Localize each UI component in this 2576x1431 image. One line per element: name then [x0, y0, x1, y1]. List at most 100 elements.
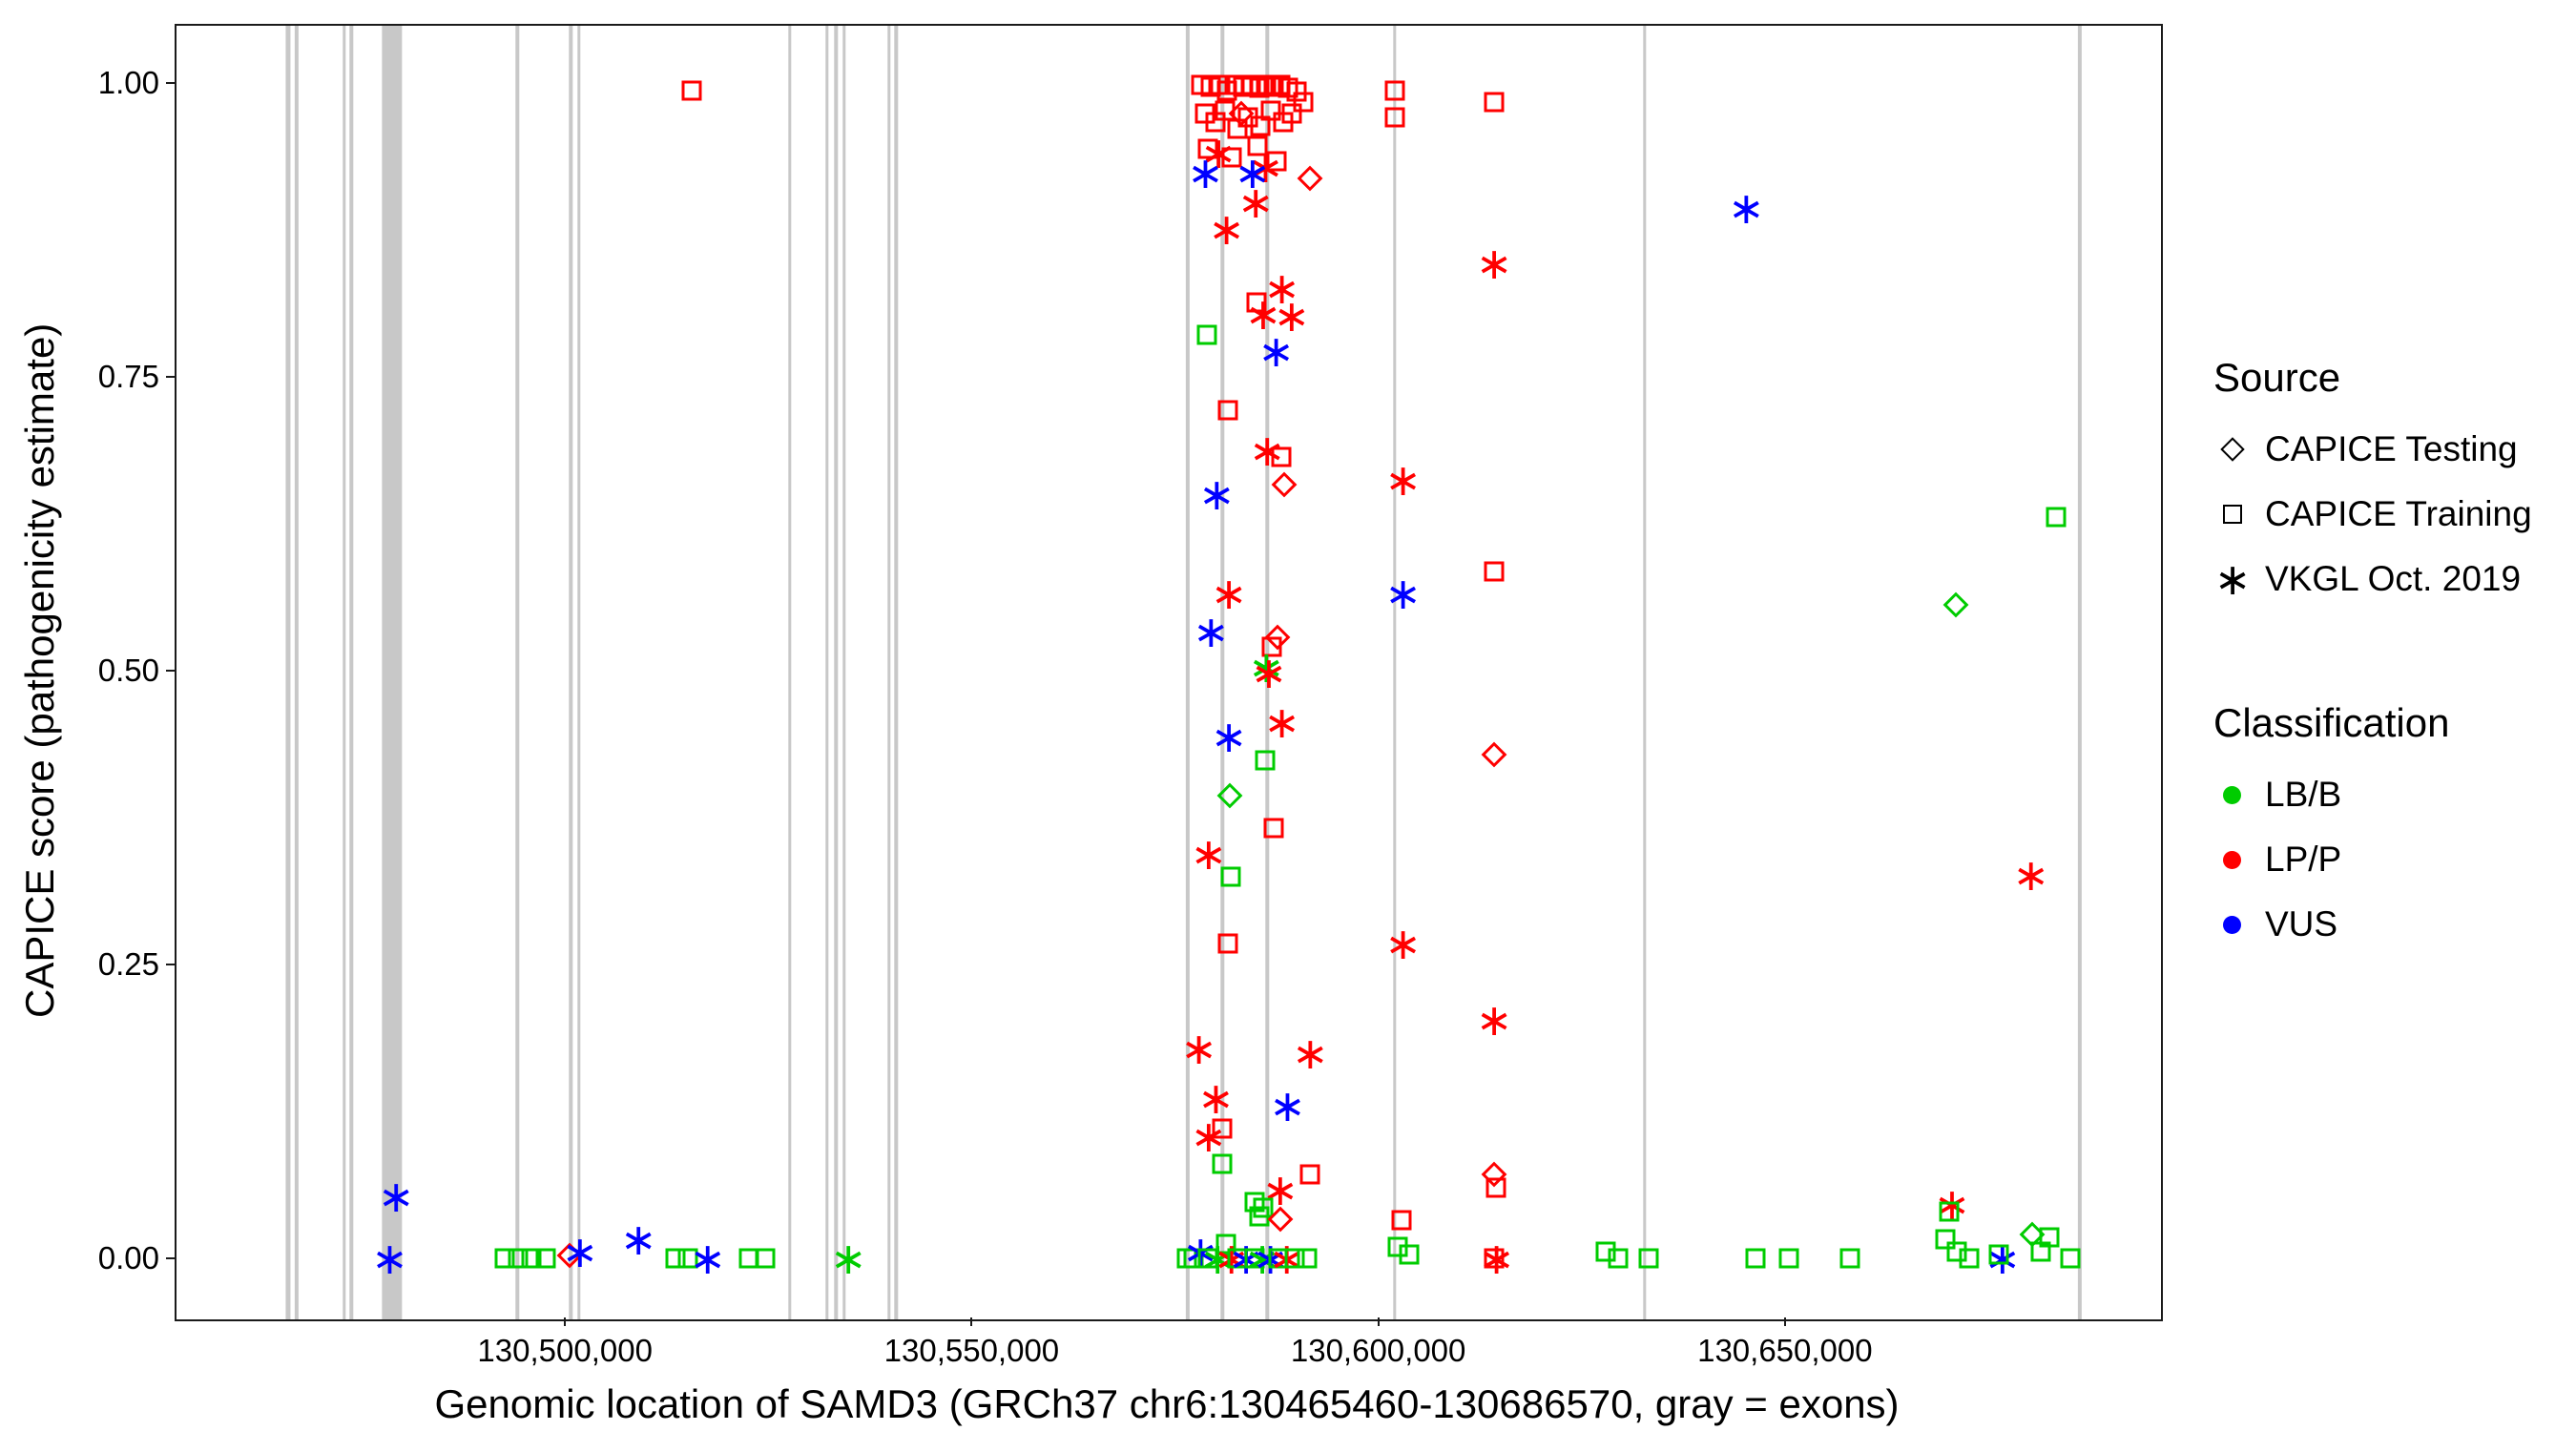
legend-item-vkgl: ∗ VKGL Oct. 2019 — [2213, 553, 2568, 605]
data-point-square — [1255, 750, 1276, 771]
x-tick-mark — [970, 1317, 973, 1326]
data-point-asterisk: ∗ — [1187, 147, 1224, 199]
exon-bar — [577, 26, 581, 1319]
data-point-square — [1284, 1248, 1305, 1269]
data-point-asterisk: ∗ — [619, 1213, 657, 1266]
y-tick-label: 0.25 — [97, 946, 159, 983]
diamond-icon — [2213, 430, 2252, 468]
data-point-square — [1263, 76, 1284, 97]
data-point-asterisk: ∗ — [1292, 1027, 1329, 1080]
x-tick-label: 130,550,000 — [883, 1333, 1060, 1368]
data-point-asterisk: ∗ — [1384, 917, 1422, 969]
data-point-square — [1215, 100, 1236, 121]
data-point-square — [1638, 1248, 1659, 1269]
data-point-square — [508, 1248, 529, 1269]
x-axis-title: Genomic location of SAMD3 (GRCh37 chr6:1… — [434, 1381, 1900, 1426]
data-point-asterisk: ∗ — [1727, 182, 1765, 235]
data-point-square — [1946, 1241, 1967, 1261]
data-point-square — [1261, 636, 1282, 657]
data-point-asterisk: ∗ — [1261, 1164, 1299, 1216]
data-point-asterisk: ∗ — [1193, 605, 1230, 657]
data-point-square — [1935, 1229, 1956, 1250]
data-point-square — [1260, 100, 1281, 121]
data-point-square — [1247, 135, 1268, 156]
data-point-square — [1939, 1201, 1960, 1222]
data-point-square — [1299, 1164, 1320, 1185]
data-point-square — [1266, 151, 1287, 172]
data-point-diamond — [1297, 165, 1323, 192]
legend-item-capice-training: CAPICE Training — [2213, 494, 2568, 534]
data-point-asterisk: ∗ — [689, 1232, 726, 1284]
data-point-square — [1384, 80, 1405, 101]
data-point-asterisk: ∗ — [1180, 1023, 1217, 1075]
data-point-square — [2039, 1227, 2060, 1248]
data-point-asterisk: ∗ — [2012, 849, 2049, 902]
x-tick-mark — [1783, 1317, 1786, 1326]
data-point-square — [1988, 1244, 2009, 1265]
legend-item-label: LP/P — [2265, 840, 2342, 879]
data-point-square — [1384, 107, 1405, 128]
legend-classification-title: Classification — [2213, 700, 2450, 745]
data-point-asterisk: ∗ — [1263, 261, 1300, 314]
data-point-asterisk: ∗ — [829, 1232, 867, 1284]
exon-bar — [295, 26, 300, 1319]
legend-source-title: Source — [2213, 355, 2341, 400]
x-tick-mark — [1377, 1317, 1380, 1326]
exon-bar — [285, 26, 291, 1319]
y-tick-mark — [166, 670, 175, 672]
data-point-asterisk: ∗ — [1263, 695, 1300, 748]
data-point-asterisk: ∗ — [1269, 1079, 1306, 1131]
asterisk-icon: ∗ — [2213, 553, 2252, 605]
data-point-asterisk: ∗ — [1475, 993, 1513, 1046]
legend-item-label: VUS — [2265, 904, 2338, 944]
legend-item-capice-testing: CAPICE Testing — [2213, 429, 2568, 469]
data-point-square — [1484, 561, 1505, 582]
data-point-asterisk: ∗ — [1250, 647, 1288, 698]
data-point-square — [1271, 446, 1292, 467]
square-icon — [2213, 495, 2252, 533]
data-point-square — [1745, 1248, 1766, 1269]
data-point-square — [2060, 1248, 2081, 1269]
data-point-asterisk: ∗ — [1197, 1072, 1235, 1125]
data-point-square — [1484, 1248, 1505, 1269]
data-point-asterisk: ∗ — [1213, 1232, 1250, 1284]
legend-item-label: CAPICE Testing — [2265, 429, 2518, 468]
data-point-square — [2046, 507, 2067, 528]
data-point-asterisk: ∗ — [1199, 127, 1237, 179]
data-point-square — [1246, 292, 1267, 313]
exon-bar — [1220, 26, 1224, 1319]
data-point-square — [1485, 1177, 1506, 1198]
data-point-asterisk: ∗ — [1478, 1232, 1515, 1284]
data-point-asterisk: ∗ — [1273, 290, 1310, 342]
y-tick-mark — [166, 1257, 175, 1260]
plot-panel: ∗ ∗ ∗ ∗ ∗ ∗ ∗ ∗ ∗ ∗ ∗ ∗ ∗ ∗ ∗ ∗ ∗ ∗ ∗ ∗ ∗ ∗ ∗ ∗ ∗ ∗ ∗ ∗ ∗ ∗ ∗ ∗ ∗ ∗ ∗ ∗ ∗ ∗ ∗ ∗… — [175, 24, 2163, 1321]
data-point-asterisk: ∗ — [371, 1232, 408, 1284]
data-point-square — [1217, 400, 1238, 421]
exon-bar — [894, 26, 899, 1319]
data-point-asterisk: ∗ — [1475, 238, 1513, 289]
y-tick-mark — [166, 375, 175, 378]
data-point-square — [1391, 1210, 1412, 1231]
data-point-square — [1249, 1206, 1270, 1227]
data-point-asterisk: ∗ — [1248, 640, 1285, 693]
legend-item-label: VKGL Oct. 2019 — [2265, 559, 2522, 598]
y-tick-label: 1.00 — [97, 64, 159, 100]
exon-bar — [887, 26, 891, 1319]
data-point-asterisk: ∗ — [1210, 568, 1248, 620]
legend-gap — [2213, 624, 2568, 700]
data-point-square — [1608, 1248, 1629, 1269]
data-point-square — [1220, 866, 1241, 887]
legend: Source CAPICE Testing CAPICE Training ∗ … — [2213, 355, 2568, 969]
data-point-square — [1293, 92, 1314, 113]
data-point-square — [755, 1248, 776, 1269]
data-point-square — [1212, 1118, 1233, 1139]
data-point-square — [1221, 147, 1242, 168]
data-point-square — [1263, 818, 1284, 839]
legend-item-label: LB/B — [2265, 775, 2342, 814]
x-tick-label: 130,600,000 — [1290, 1333, 1466, 1368]
exon-bar — [382, 26, 403, 1319]
exon-bar — [1642, 26, 1647, 1319]
legend-item-label: CAPICE Training — [2265, 494, 2532, 533]
data-point-square — [1212, 1153, 1233, 1174]
data-point-square — [1244, 1248, 1264, 1269]
